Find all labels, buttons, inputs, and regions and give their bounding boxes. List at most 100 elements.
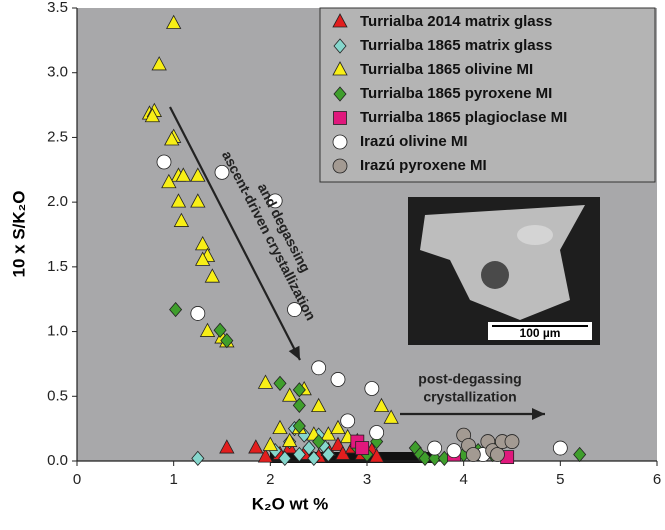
point: [418, 450, 432, 467]
point: [194, 236, 211, 251]
arrow: [169, 106, 301, 361]
point: [151, 56, 167, 71]
point: [340, 413, 356, 429]
y-tick-label: 1.5: [47, 258, 68, 275]
point: [213, 322, 227, 338]
point: [273, 375, 287, 391]
x-tick-label: 0: [73, 471, 81, 488]
point: [164, 131, 180, 146]
point: [219, 439, 235, 454]
x-tick-label: 3: [363, 471, 371, 488]
point: [170, 193, 187, 208]
y-tick-label: 0.0: [47, 452, 68, 469]
point: [281, 432, 298, 447]
legend-label: Irazú pyroxene MI: [360, 157, 487, 174]
point: [169, 301, 183, 318]
annotation: post-degassing: [418, 371, 521, 387]
point: [204, 268, 221, 283]
point: [373, 397, 390, 413]
legend-label: Turrialba 1865 olivine MI: [360, 61, 533, 78]
inset-image: [408, 197, 600, 345]
point: [330, 436, 346, 451]
point: [278, 450, 292, 467]
point: [490, 447, 505, 462]
legend-label: Turrialba 2014 matrix glass: [360, 13, 552, 30]
point: [144, 107, 161, 123]
point: [287, 302, 302, 317]
legend-label: Turrialba 1865 matrix glass: [360, 37, 552, 54]
point: [573, 446, 587, 463]
point: [312, 433, 326, 450]
point: [428, 450, 442, 467]
legend-marker: [332, 61, 348, 76]
annotation: crystallization: [423, 389, 516, 405]
arrow-head: [288, 345, 300, 360]
legend-label: Irazú olivine MI: [360, 133, 468, 150]
point: [427, 440, 443, 456]
point: [194, 251, 211, 266]
y-tick-label: 1.0: [47, 323, 68, 340]
y-axis-label: 10 x S/K₂O: [9, 191, 28, 278]
legend-label: Turrialba 1865 pyroxene MI: [360, 85, 552, 102]
x-tick-label: 5: [556, 471, 564, 488]
legend: [319, 7, 656, 183]
x-tick-label: 6: [653, 471, 661, 488]
point: [446, 443, 462, 459]
point: [311, 360, 327, 376]
point: [330, 372, 346, 387]
point: [161, 173, 177, 189]
point: [321, 446, 335, 463]
point: [292, 418, 306, 434]
y-tick-label: 0.5: [47, 387, 68, 404]
point: [310, 397, 327, 413]
point: [190, 193, 206, 208]
point: [281, 387, 298, 402]
point: [383, 409, 399, 424]
x-tick-label: 2: [266, 471, 274, 488]
point: [257, 448, 274, 463]
point: [292, 397, 306, 413]
legend-marker: [333, 86, 347, 102]
point: [165, 14, 182, 29]
point: [364, 381, 380, 396]
legend-marker: [332, 13, 348, 28]
point: [307, 450, 321, 467]
point: [292, 446, 306, 463]
arrow-head: [532, 408, 545, 420]
legend-label: Turrialba 1865 plagioclase MI: [360, 109, 567, 126]
point: [190, 306, 206, 321]
point: [267, 193, 283, 209]
point: [504, 434, 520, 449]
point: [156, 154, 172, 170]
point: [272, 419, 288, 435]
point: [214, 164, 230, 180]
point: [292, 382, 306, 398]
point: [199, 322, 216, 337]
point: [248, 439, 264, 454]
y-tick-label: 2.5: [47, 128, 68, 145]
legend-marker: [332, 134, 348, 150]
legend-marker: [332, 158, 348, 174]
point: [355, 441, 370, 455]
x-tick-label: 4: [459, 471, 467, 488]
range-bar: [270, 452, 436, 463]
point: [465, 447, 481, 462]
point: [191, 450, 205, 467]
point: [175, 167, 192, 182]
point: [368, 448, 385, 463]
y-tick-label: 2.0: [47, 193, 68, 210]
x-tick-label: 1: [169, 471, 177, 488]
point: [190, 167, 206, 182]
scale-bar-label: 100 µm: [520, 326, 561, 340]
point: [369, 425, 385, 440]
point: [302, 440, 316, 456]
legend-marker: [333, 38, 347, 54]
point: [173, 212, 190, 227]
point: [257, 374, 274, 389]
y-tick-label: 3.5: [47, 0, 68, 16]
point: [552, 440, 568, 456]
x-axis-label: K₂O wt %: [252, 494, 329, 513]
point: [330, 419, 346, 435]
legend-marker: [333, 111, 347, 125]
